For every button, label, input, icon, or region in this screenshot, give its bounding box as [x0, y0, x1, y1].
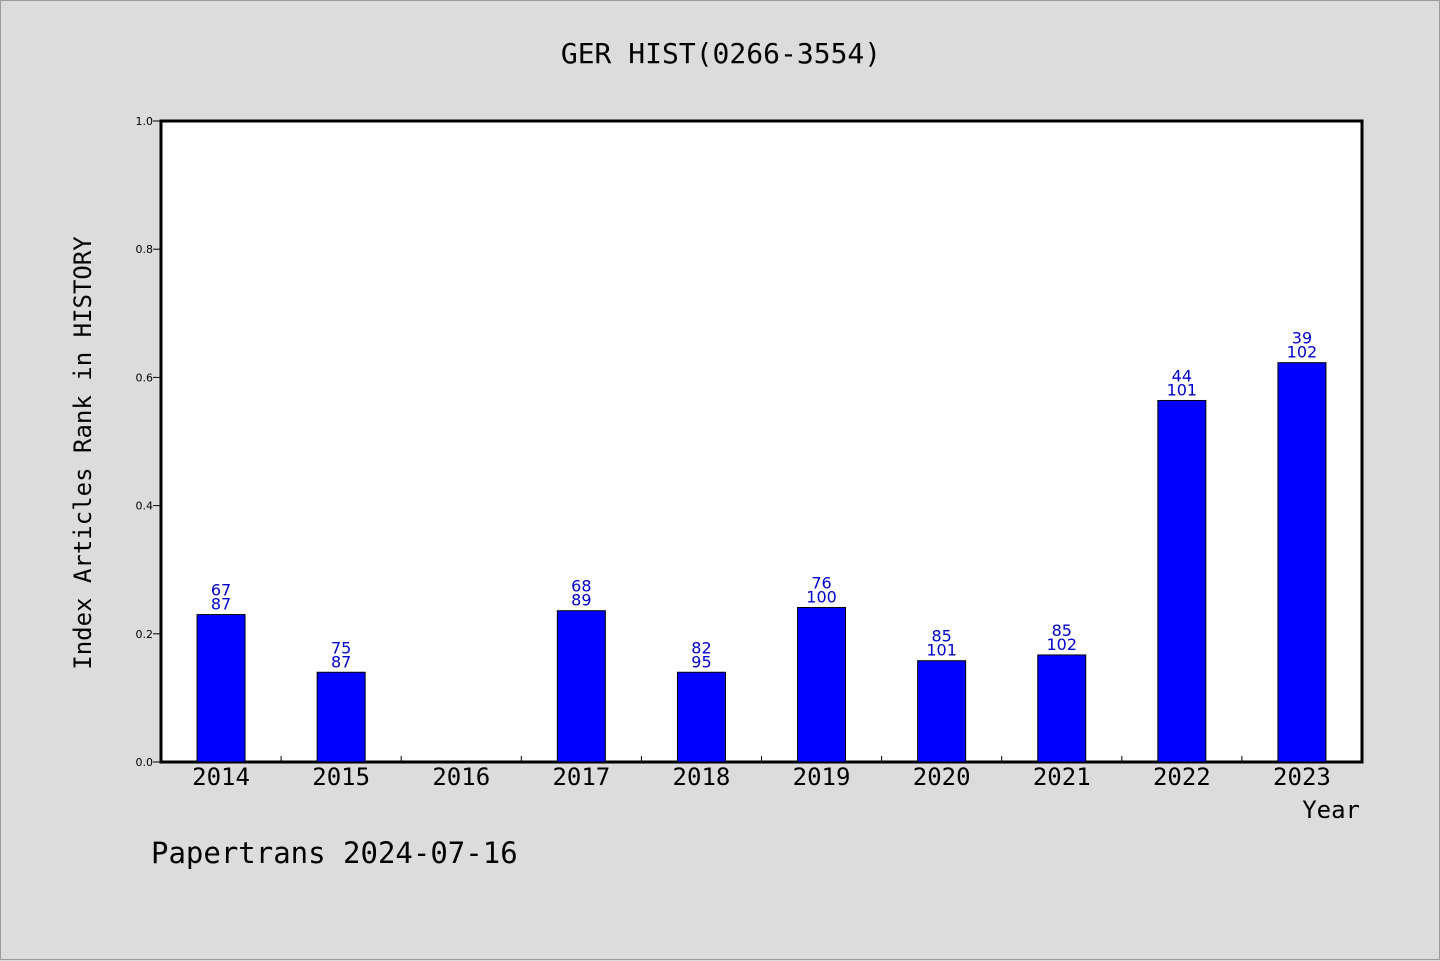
bar	[1037, 654, 1087, 763]
bar	[556, 610, 606, 763]
bar	[676, 671, 726, 763]
bar-rank-label: 82	[691, 638, 711, 657]
bars	[196, 362, 1327, 763]
bar-total-label: 100	[806, 588, 837, 607]
bar-total-label: 87	[331, 652, 351, 671]
y-tick-label: 0.2	[136, 628, 154, 641]
bar	[316, 671, 366, 763]
bar-rank-label: 67	[211, 581, 231, 600]
y-tick-label: 1.0	[136, 115, 154, 128]
bar-rank-label: 75	[331, 638, 351, 657]
bar-total-label: 95	[691, 652, 711, 671]
y-tick-label: 0.8	[136, 243, 154, 256]
bar-rank-label: 76	[811, 574, 831, 593]
bar-total-label: 101	[926, 641, 957, 660]
x-axis-label: Year	[1302, 796, 1360, 824]
bar-rank-label: 39	[1292, 329, 1312, 348]
bar-rank-label: 85	[1052, 621, 1072, 640]
bar-total-label: 102	[1287, 343, 1318, 362]
bar-rank-label: 85	[931, 627, 951, 646]
y-axis-label: Index Articles Rank in HISTORY	[69, 236, 97, 670]
bar-labels: 6787758768898295761008510185102441013910…	[211, 329, 1317, 672]
x-tick-label: 2021	[1033, 763, 1091, 791]
x-tick-label: 2016	[432, 763, 490, 791]
bar-total-label: 102	[1046, 635, 1077, 654]
bar	[797, 607, 847, 763]
y-tick-label: 0.6	[136, 371, 154, 384]
y-tick-label: 0.0	[136, 756, 154, 769]
chart-title: GER HIST(0266-3554)	[561, 37, 881, 70]
bar	[196, 614, 246, 763]
y-axis-ticks: 0.0 0.2 0.4 0.6 0.8 1.0	[136, 115, 161, 769]
bar-rank-label: 68	[571, 577, 591, 596]
x-tick-label: 2017	[552, 763, 610, 791]
footer-text: Papertrans 2024-07-16	[151, 836, 518, 870]
x-tick-label: 2015	[312, 763, 370, 791]
y-tick-label: 0.4	[136, 500, 154, 513]
bar-total-label: 101	[1167, 380, 1198, 399]
x-tick-label: 2018	[673, 763, 731, 791]
x-tick-label: 2020	[913, 763, 971, 791]
bar	[1277, 362, 1327, 763]
x-axis-ticks: 2014 2015 2016 2017 2018 2019 2020 2021 2022 2023	[192, 756, 1331, 791]
x-tick-label: 2022	[1153, 763, 1211, 791]
bar-total-label: 89	[571, 591, 591, 610]
bar-total-label: 87	[211, 595, 231, 614]
x-tick-label: 2014	[192, 763, 250, 791]
x-tick-label: 2019	[793, 763, 851, 791]
bar	[1157, 399, 1207, 763]
x-tick-label: 2023	[1273, 763, 1331, 791]
bar	[917, 660, 967, 763]
bar-rank-label: 44	[1172, 366, 1192, 385]
